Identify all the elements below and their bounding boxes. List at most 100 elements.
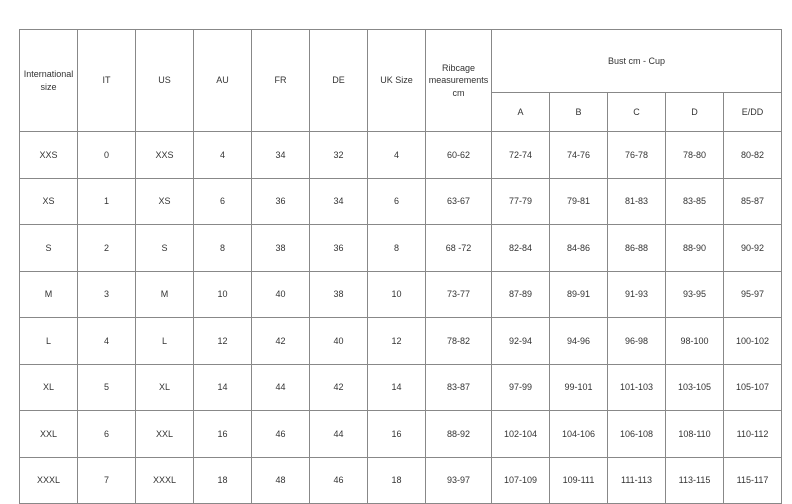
cell-au: 14 (193, 363, 252, 411)
cell-fr: 42 (251, 317, 310, 365)
cell-fr: 34 (251, 131, 310, 179)
table-row: XXXL 7 XXXL 18 48 46 18 93-97 107-109 109-111 111-… (19, 456, 783, 504)
cell-us: S (135, 224, 194, 272)
cell-us: M (135, 270, 194, 318)
column-header-it: IT (77, 29, 136, 132)
cell-uk-size: 12 (367, 317, 426, 365)
cell-cup-edd: 105-107 (722, 363, 783, 411)
cell-fr: 48 (251, 456, 310, 504)
column-header-us: US (135, 29, 194, 132)
cell-uk-size: 14 (367, 363, 426, 411)
cell-uk-size: 8 (367, 224, 426, 272)
cell-fr: 44 (251, 363, 310, 411)
cell-us: XS (135, 177, 194, 225)
cell-cup-b: 84-86 (549, 224, 608, 272)
cell-it: 3 (77, 270, 136, 318)
cell-cup-d: 78-80 (665, 131, 724, 179)
cell-cup-d: 103-105 (665, 363, 724, 411)
cell-it: 4 (77, 317, 136, 365)
table-row: XS 1 XS 6 36 34 6 63-67 77-79 79-81 81-83 83-85 85-8… (19, 177, 783, 225)
table-row: L 4 L 12 42 40 12 78-82 92-94 94-96 96-98 98-100 100… (19, 317, 783, 365)
cell-uk-size: 6 (367, 177, 426, 225)
cell-ribcage: 93-97 (425, 456, 492, 504)
cell-cup-a: 102-104 (491, 410, 550, 458)
cell-ribcage: 83-87 (425, 363, 492, 411)
cell-de: 38 (309, 270, 368, 318)
cell-fr: 36 (251, 177, 310, 225)
cell-cup-d: 83-85 (665, 177, 724, 225)
cell-fr: 38 (251, 224, 310, 272)
cell-cup-b: 109-111 (549, 456, 608, 504)
column-header-fr: FR (251, 29, 310, 132)
cell-cup-c: 96-98 (607, 317, 666, 365)
cell-uk-size: 4 (367, 131, 426, 179)
column-header-au: AU (193, 29, 252, 132)
cell-ribcage: 63-67 (425, 177, 492, 225)
cell-it: 7 (77, 456, 136, 504)
cell-au: 18 (193, 456, 252, 504)
cell-au: 8 (193, 224, 252, 272)
cell-ribcage: 88-92 (425, 410, 492, 458)
cell-cup-b: 74-76 (549, 131, 608, 179)
cell-cup-a: 92-94 (491, 317, 550, 365)
cell-us: XXS (135, 131, 194, 179)
cell-international-size: S (19, 224, 78, 272)
cell-cup-edd: 95-97 (722, 270, 783, 318)
cell-ribcage: 60-62 (425, 131, 492, 179)
column-header-de: DE (309, 29, 368, 132)
cell-cup-a: 82-84 (491, 224, 550, 272)
cell-cup-d: 108-110 (665, 410, 724, 458)
table-row: M 3 M 10 40 38 10 73-77 87-89 89-91 91-93 93-95 95-9… (19, 270, 783, 318)
cell-international-size: M (19, 270, 78, 318)
column-header-cup-a: A (491, 92, 550, 132)
size-chart-table: International size IT US AU FR DE UK Siz… (19, 29, 783, 504)
cell-cup-a: 72-74 (491, 131, 550, 179)
cell-cup-d: 88-90 (665, 224, 724, 272)
cell-de: 46 (309, 456, 368, 504)
header-row-cups: A B C D E/DD (20, 92, 783, 132)
cell-cup-edd: 110-112 (722, 410, 783, 458)
column-header-cup-edd: E/DD (722, 92, 783, 132)
cell-de: 42 (309, 363, 368, 411)
size-chart-header: International size IT US AU FR DE UK Siz… (19, 29, 783, 132)
cell-au: 16 (193, 410, 252, 458)
cell-cup-c: 106-108 (607, 410, 666, 458)
cell-cup-a: 77-79 (491, 177, 550, 225)
header-row-primary: International size IT US AU FR DE UK Siz… (19, 29, 783, 132)
cell-ribcage: 68 -72 (425, 224, 492, 272)
column-header-cup-d: D (665, 92, 724, 132)
cell-cup-a: 97-99 (491, 363, 550, 411)
size-chart-body: XXS 0 XXS 4 34 32 4 60-62 72-74 74-76 76-78 78-80 80… (19, 131, 783, 504)
cell-cup-edd: 100-102 (722, 317, 783, 365)
cell-us: XL (135, 363, 194, 411)
cell-international-size: XXL (19, 410, 78, 458)
column-header-cup-c: C (607, 92, 666, 132)
cell-au: 10 (193, 270, 252, 318)
size-chart-container: International size IT US AU FR DE UK Siz… (19, 29, 783, 504)
cell-de: 44 (309, 410, 368, 458)
cell-international-size: XS (19, 177, 78, 225)
cell-cup-edd: 85-87 (722, 177, 783, 225)
table-row: XL 5 XL 14 44 42 14 83-87 97-99 99-101 101-103 103-… (19, 363, 783, 411)
cell-cup-b: 99-101 (549, 363, 608, 411)
cell-uk-size: 16 (367, 410, 426, 458)
cell-ribcage: 73-77 (425, 270, 492, 318)
cell-cup-b: 79-81 (549, 177, 608, 225)
cell-cup-c: 81-83 (607, 177, 666, 225)
cell-us: XXXL (135, 456, 194, 504)
table-row: XXS 0 XXS 4 34 32 4 60-62 72-74 74-76 76-78 78-80 80… (19, 131, 783, 179)
cell-cup-edd: 115-117 (722, 456, 783, 504)
cell-cup-b: 89-91 (549, 270, 608, 318)
cell-uk-size: 10 (367, 270, 426, 318)
cell-uk-size: 18 (367, 456, 426, 504)
column-group-header-bust-cup: Bust cm - Cup (490, 29, 783, 93)
table-row: XXL 6 XXL 16 46 44 16 88-92 102-104 104-106 106-10… (19, 410, 783, 458)
cell-au: 12 (193, 317, 252, 365)
cell-it: 2 (77, 224, 136, 272)
cell-cup-b: 94-96 (549, 317, 608, 365)
table-row: S 2 S 8 38 36 8 68 -72 82-84 84-86 86-88 88-90 90-92 (19, 224, 783, 272)
column-header-uk-size: UK Size (367, 29, 426, 132)
cell-international-size: XXS (19, 131, 78, 179)
cell-cup-c: 86-88 (607, 224, 666, 272)
cell-cup-d: 98-100 (665, 317, 724, 365)
